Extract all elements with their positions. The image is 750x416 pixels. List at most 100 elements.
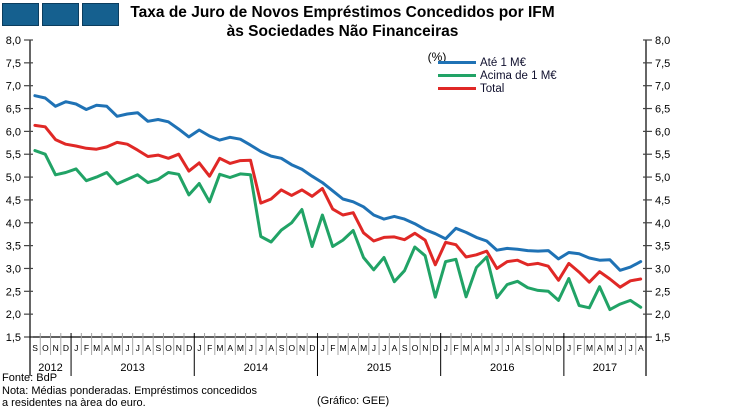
- logo-squares: [2, 3, 119, 26]
- month-label: D: [432, 343, 438, 353]
- y-tick-label-left: 8,0: [6, 35, 21, 47]
- month-label: J: [372, 343, 376, 353]
- month-label: F: [453, 343, 458, 353]
- y-tick-label-right: 5,5: [655, 149, 670, 161]
- y-tick-label-left: 4,0: [6, 218, 21, 230]
- month-label: J: [320, 343, 324, 353]
- legend-swatch: [438, 87, 476, 90]
- month-label: D: [186, 343, 192, 353]
- y-tick-label-right: 1,5: [655, 332, 670, 344]
- month-label: M: [93, 343, 100, 353]
- month-label: O: [165, 343, 172, 353]
- month-label: J: [197, 343, 201, 353]
- legend-label: Total: [480, 82, 505, 95]
- credit-note: (Gráfico: GEE): [317, 395, 390, 407]
- month-label: S: [155, 343, 161, 353]
- legend-label: Até 1 M€: [480, 56, 527, 69]
- series-line-acima-de-1-m-: [33, 149, 643, 312]
- logo-square: [82, 3, 119, 26]
- y-tick-label-right: 8,0: [655, 35, 670, 47]
- month-label: M: [463, 343, 470, 353]
- month-label: M: [360, 343, 367, 353]
- legend-swatch: [438, 61, 476, 64]
- logo-square: [42, 3, 79, 26]
- month-label: J: [382, 343, 386, 353]
- legend-item: Até 1 M€: [438, 56, 557, 69]
- year-label: 2012: [38, 362, 62, 374]
- legend-swatch: [438, 74, 476, 77]
- year-label: 2014: [244, 362, 268, 374]
- chart-title-line2: às Sociedades Não Financeiras: [226, 23, 459, 40]
- y-tick-label-right: 2,0: [655, 309, 670, 321]
- chart-legend: Até 1 M€ Acima de 1 M€ Total: [438, 56, 557, 95]
- year-label: 2016: [490, 362, 514, 374]
- y-tick-label-left: 2,0: [6, 309, 21, 321]
- month-label: N: [545, 343, 551, 353]
- month-label: J: [567, 343, 571, 353]
- y-tick-label-left: 5,5: [6, 149, 21, 161]
- year-label: 2017: [593, 362, 617, 374]
- y-tick-label-left: 6,5: [6, 104, 21, 116]
- month-label: J: [444, 343, 448, 353]
- y-tick-label-right: 6,5: [655, 104, 670, 116]
- month-label: O: [412, 343, 419, 353]
- y-tick-label-left: 5,0: [6, 172, 21, 184]
- y-tick-label-left: 6,0: [6, 126, 21, 138]
- y-tick-label-right: 3,0: [655, 263, 670, 275]
- month-label: M: [216, 343, 223, 353]
- chart-title-line1: Taxa de Juro de Novos Empréstimos Conced…: [130, 4, 555, 21]
- month-label: J: [136, 343, 140, 353]
- month-label: O: [535, 343, 542, 353]
- month-label: A: [638, 343, 644, 353]
- month-label: A: [351, 343, 357, 353]
- y-tick-label-left: 7,5: [6, 58, 21, 70]
- month-label: N: [299, 343, 305, 353]
- month-label: A: [597, 343, 603, 353]
- month-label: J: [125, 343, 129, 353]
- month-label: A: [227, 343, 233, 353]
- month-label: S: [525, 343, 531, 353]
- month-label: J: [495, 343, 499, 353]
- y-tick-label-right: 6,0: [655, 126, 670, 138]
- y-tick-label-right: 7,0: [655, 81, 670, 93]
- month-label: A: [104, 343, 110, 353]
- series-line-total: [33, 123, 643, 289]
- month-label: N: [422, 343, 428, 353]
- y-tick-label-left: 7,0: [6, 81, 21, 93]
- y-tick-label-right: 3,5: [655, 241, 670, 253]
- month-label: S: [32, 343, 38, 353]
- month-label: N: [176, 343, 182, 353]
- note-line1: Nota: Médias ponderadas. Empréstimos con…: [2, 384, 257, 397]
- year-label: 2015: [367, 362, 391, 374]
- month-label: M: [607, 343, 614, 353]
- chart-subtitle: (%): [427, 50, 447, 64]
- month-label: J: [249, 343, 253, 353]
- month-label: J: [505, 343, 509, 353]
- logo-square: [2, 3, 39, 26]
- month-label: A: [268, 343, 274, 353]
- month-label: A: [474, 343, 480, 353]
- y-tick-label-left: 4,5: [6, 195, 21, 207]
- month-label: A: [392, 343, 398, 353]
- y-tick-label-right: 5,0: [655, 172, 670, 184]
- series-line-at-1-m-: [33, 94, 643, 272]
- y-tick-label-right: 7,5: [655, 58, 670, 70]
- month-label: O: [42, 343, 49, 353]
- month-label: F: [207, 343, 212, 353]
- month-label: J: [259, 343, 263, 353]
- month-label: D: [309, 343, 315, 353]
- y-tick-label-left: 2,5: [6, 286, 21, 298]
- legend-item: Total: [438, 82, 557, 95]
- month-label: M: [237, 343, 244, 353]
- year-label: 2013: [120, 362, 144, 374]
- month-label: A: [145, 343, 151, 353]
- month-label: F: [84, 343, 89, 353]
- chart-footnotes: Fonte: BdP Nota: Médias ponderadas. Empr…: [2, 372, 257, 410]
- y-tick-label-left: 3,5: [6, 241, 21, 253]
- note-line2: a residentes na àrea do euro.: [2, 397, 146, 409]
- month-label: M: [340, 343, 347, 353]
- month-label: J: [628, 343, 632, 353]
- legend-item: Acima de 1 M€: [438, 69, 557, 82]
